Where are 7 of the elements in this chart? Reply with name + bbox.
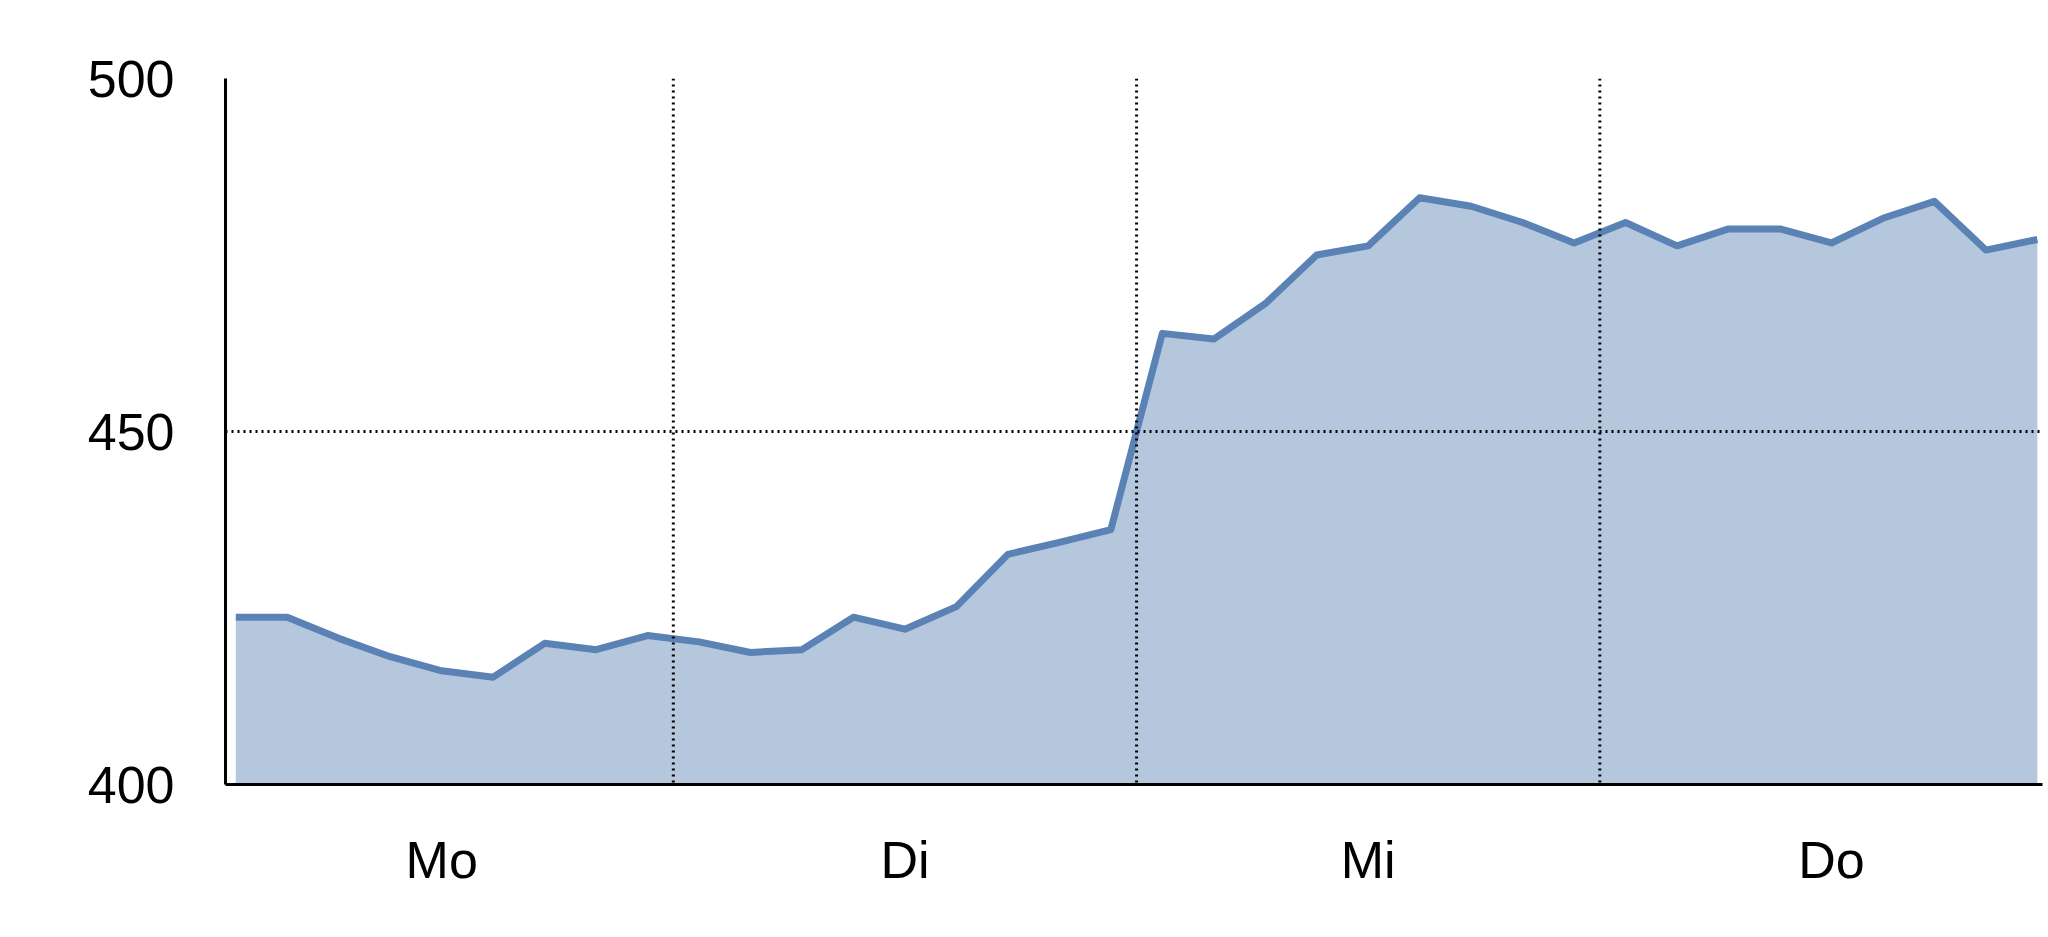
y-tick-label: 450: [87, 402, 175, 461]
x-tick-label: Mi: [1340, 830, 1396, 889]
x-tick-label: Mo: [405, 830, 478, 889]
x-tick-label: Di: [880, 830, 930, 889]
x-tick-label: Do: [1798, 830, 1865, 889]
y-tick-label: 500: [87, 49, 175, 108]
y-tick-label: 400: [87, 755, 175, 814]
